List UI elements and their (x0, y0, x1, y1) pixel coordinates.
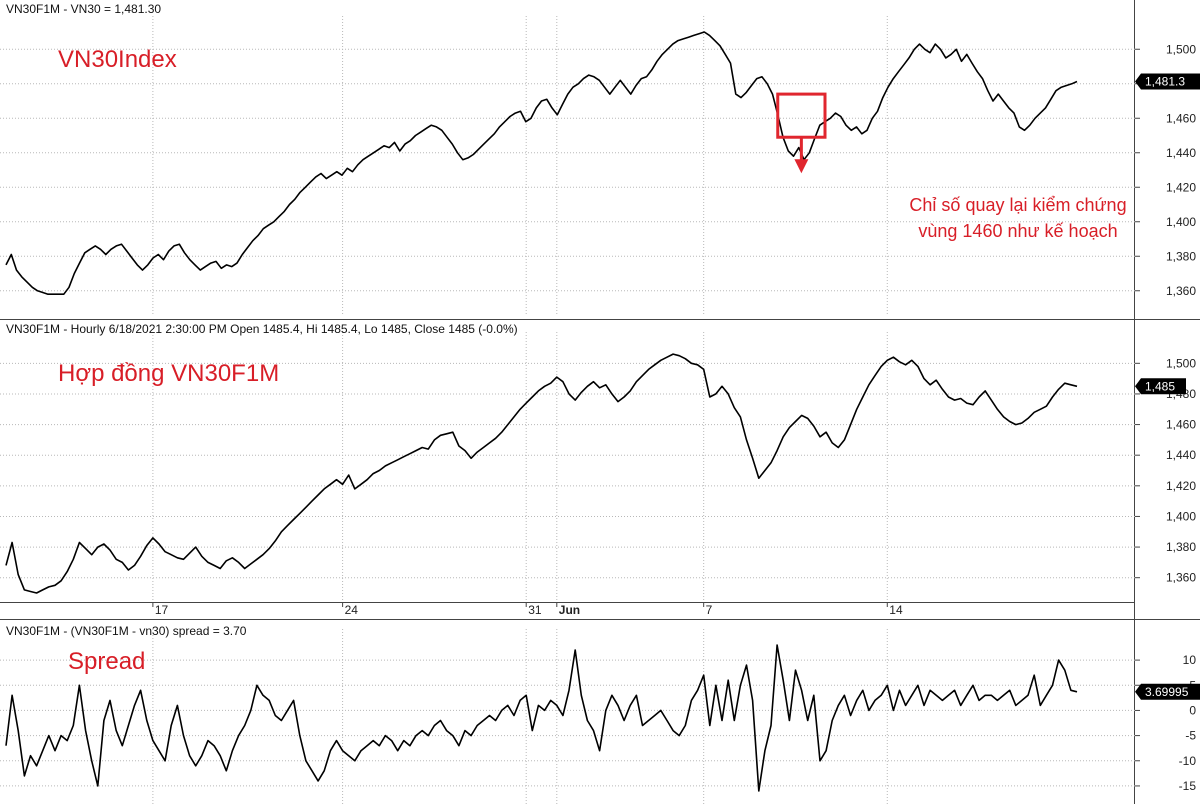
y-tick-label: 1,400 (1166, 509, 1196, 523)
y-tick-label: 10 (1183, 653, 1197, 667)
y-tick-label: 1,460 (1166, 418, 1196, 432)
y-tick-label: 1,440 (1166, 448, 1196, 462)
x-tick-label: 7 (706, 603, 713, 617)
last-value-text: 1,481.3 (1145, 75, 1185, 89)
y-tick-label: 0 (1189, 703, 1196, 717)
series-lines (5, 31, 1078, 792)
last-value-label: 3.69995 (1135, 683, 1200, 700)
y-tick-label: -10 (1179, 754, 1197, 768)
y-tick-label: 1,440 (1166, 146, 1196, 160)
x-tick-label: 17 (155, 603, 169, 617)
last-value-flag (1135, 683, 1200, 700)
y-tick-label: -5 (1185, 729, 1196, 743)
y-tick-label: 1,500 (1166, 42, 1196, 56)
last-value-text: 1,485 (1145, 379, 1175, 393)
price-axes: 1,360 1,380 1,400 1,420 1,440 1,460 1,500 1,481… (1135, 42, 1200, 793)
y-tick-label: 1,500 (1166, 356, 1196, 370)
x-tick-label: 31 (528, 603, 542, 617)
series-line-panel-2 (5, 353, 1078, 594)
last-value-label: 1,481.3 (1135, 73, 1200, 90)
panel-1-header: VN30F1M - VN30 = 1,481.30 (6, 2, 161, 16)
x-tick-label: 24 (345, 603, 359, 617)
panel-2-header: VN30F1M - Hourly 6/18/2021 2:30:00 PM Op… (6, 322, 518, 336)
last-value-label: 1,485 (1135, 378, 1186, 395)
panel-3-header: VN30F1M - (VN30F1M - vn30) spread = 3.70 (6, 624, 247, 638)
last-value-text: 3.69995 (1145, 685, 1189, 699)
series-line-panel-3 (5, 644, 1078, 792)
panel-1-title: VN30Index (58, 46, 177, 73)
x-tick-label: Jun (559, 603, 580, 617)
y-tick-label: 1,360 (1166, 284, 1196, 298)
y-tick-label: 1,360 (1166, 571, 1196, 585)
y-tick-label: 1,380 (1166, 540, 1196, 554)
x-tick-label: 14 (889, 603, 903, 617)
series-line-panel-1 (5, 31, 1078, 296)
panel-3-title: Spread (68, 648, 145, 675)
annotation-arrow-head (794, 159, 809, 174)
last-value-flag (1135, 378, 1186, 395)
y-tick-label: 1,400 (1166, 215, 1196, 229)
annotation: Chỉ số quay lại kiểm chứng vùng 1460 như… (776, 92, 1127, 241)
annotation-line-1: Chỉ số quay lại kiểm chứng (909, 195, 1126, 215)
y-tick-label: 1,460 (1166, 111, 1196, 125)
panel-2-title: Hợp đồng VN30F1M (58, 360, 279, 387)
annotation-line-2: vùng 1460 như kế hoạch (918, 221, 1117, 241)
y-tick-label: 1,420 (1166, 180, 1196, 194)
date-axis: 17 24 31 Jun 7 14 (152, 602, 903, 617)
last-value-flag (1135, 73, 1200, 90)
y-tick-label: 1,420 (1166, 479, 1196, 493)
y-tick-label: -15 (1179, 779, 1197, 793)
y-tick-label: 1,380 (1166, 249, 1196, 263)
